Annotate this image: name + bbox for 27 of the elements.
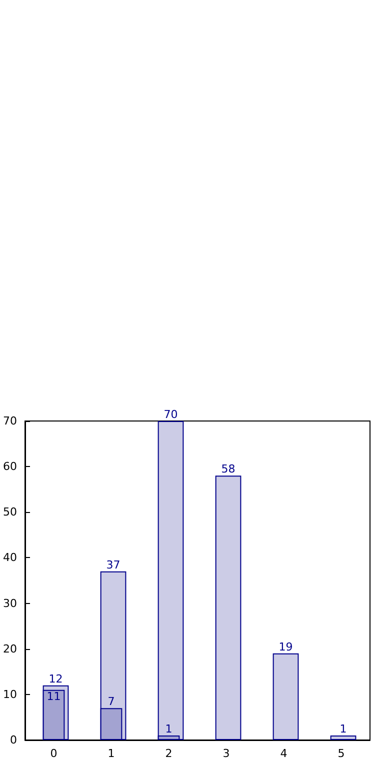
y-tick-label: 60 bbox=[2, 460, 17, 474]
data-label: 11 bbox=[46, 690, 61, 703]
bar bbox=[158, 421, 184, 740]
data-label: 19 bbox=[278, 640, 293, 654]
y-tick-label: 10 bbox=[2, 688, 17, 701]
data-label: 58 bbox=[221, 462, 236, 476]
y-tick-label: 0 bbox=[10, 734, 17, 746]
bar bbox=[330, 735, 356, 740]
y-tick-label: 50 bbox=[2, 506, 17, 519]
x-tick-label: 3 bbox=[222, 747, 230, 760]
x-tick-label: 2 bbox=[165, 747, 172, 760]
bar bbox=[215, 476, 242, 740]
bar bbox=[272, 653, 299, 740]
y-tick-label: 70 bbox=[2, 414, 17, 428]
x-tick-label: 5 bbox=[338, 747, 345, 760]
data-label: 1 bbox=[340, 722, 347, 736]
data-label: 7 bbox=[108, 695, 115, 708]
x-tick-label: 0 bbox=[50, 747, 58, 760]
y-tick-label: 20 bbox=[2, 642, 17, 656]
data-label: 37 bbox=[106, 558, 120, 572]
x-tick-label: 4 bbox=[280, 747, 288, 760]
y-tick-label: 30 bbox=[2, 596, 17, 610]
data-label: 70 bbox=[164, 408, 178, 421]
x-tick-label: 1 bbox=[108, 747, 115, 760]
data-label: 12 bbox=[48, 672, 63, 686]
data-label: 1 bbox=[165, 722, 172, 736]
y-tick-label: 40 bbox=[2, 551, 17, 564]
